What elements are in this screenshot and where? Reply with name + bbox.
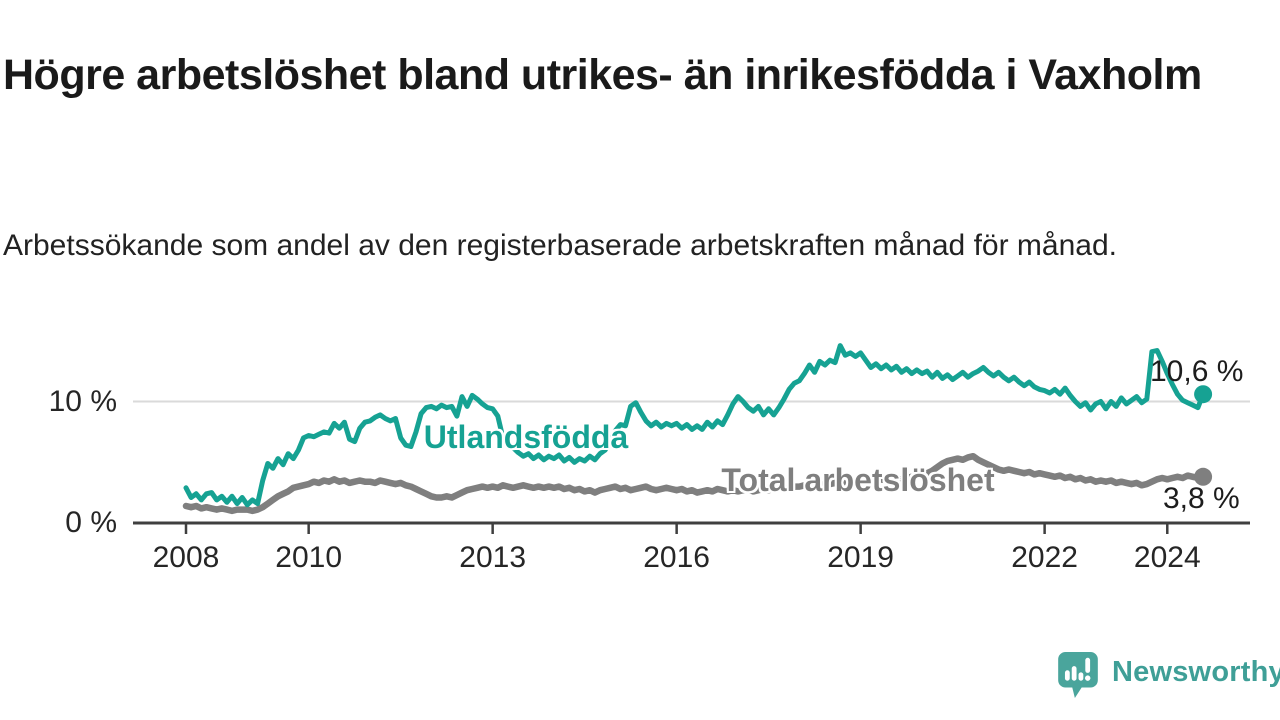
end-value-label-utlandsfodda: 10,6 % <box>1150 355 1244 388</box>
x-tick-label-2010: 2010 <box>275 541 343 574</box>
x-tick-label-2013: 2013 <box>459 541 527 574</box>
x-tick-label-2024: 2024 <box>1133 541 1201 574</box>
y-tick-label-10: 10 % <box>48 384 117 418</box>
x-tick-label-2016: 2016 <box>643 541 710 574</box>
series-label-utlandsfodda: Utlandsfödda <box>423 419 629 455</box>
x-tick-label-2022: 2022 <box>1011 541 1078 574</box>
series-label-total: Total arbetslöshet <box>721 462 995 498</box>
y-tick-label-0: 0 % <box>65 506 117 539</box>
chart-title: Högre arbetslöshet bland utrikes- än inr… <box>3 50 1202 99</box>
x-tick-label-2008: 2008 <box>152 541 220 574</box>
series-end-dot-1 <box>1194 467 1213 486</box>
series-line-0 <box>183 343 1206 508</box>
newsworthy-logo: Newsworthy <box>1057 650 1280 700</box>
series-end-dot-0 <box>1194 385 1213 404</box>
speech-bubble-shape <box>1058 652 1098 698</box>
newsworthy-wordmark: Newsworthy <box>1112 655 1280 688</box>
newsworthy-icon <box>1058 652 1098 698</box>
series-line-1 <box>182 452 1207 515</box>
end-value-label-total: 3,8 % <box>1163 482 1240 515</box>
chart-subtitle: Arbetssökande som andel av den registerb… <box>3 229 1117 262</box>
x-tick-label-2019: 2019 <box>827 541 894 574</box>
